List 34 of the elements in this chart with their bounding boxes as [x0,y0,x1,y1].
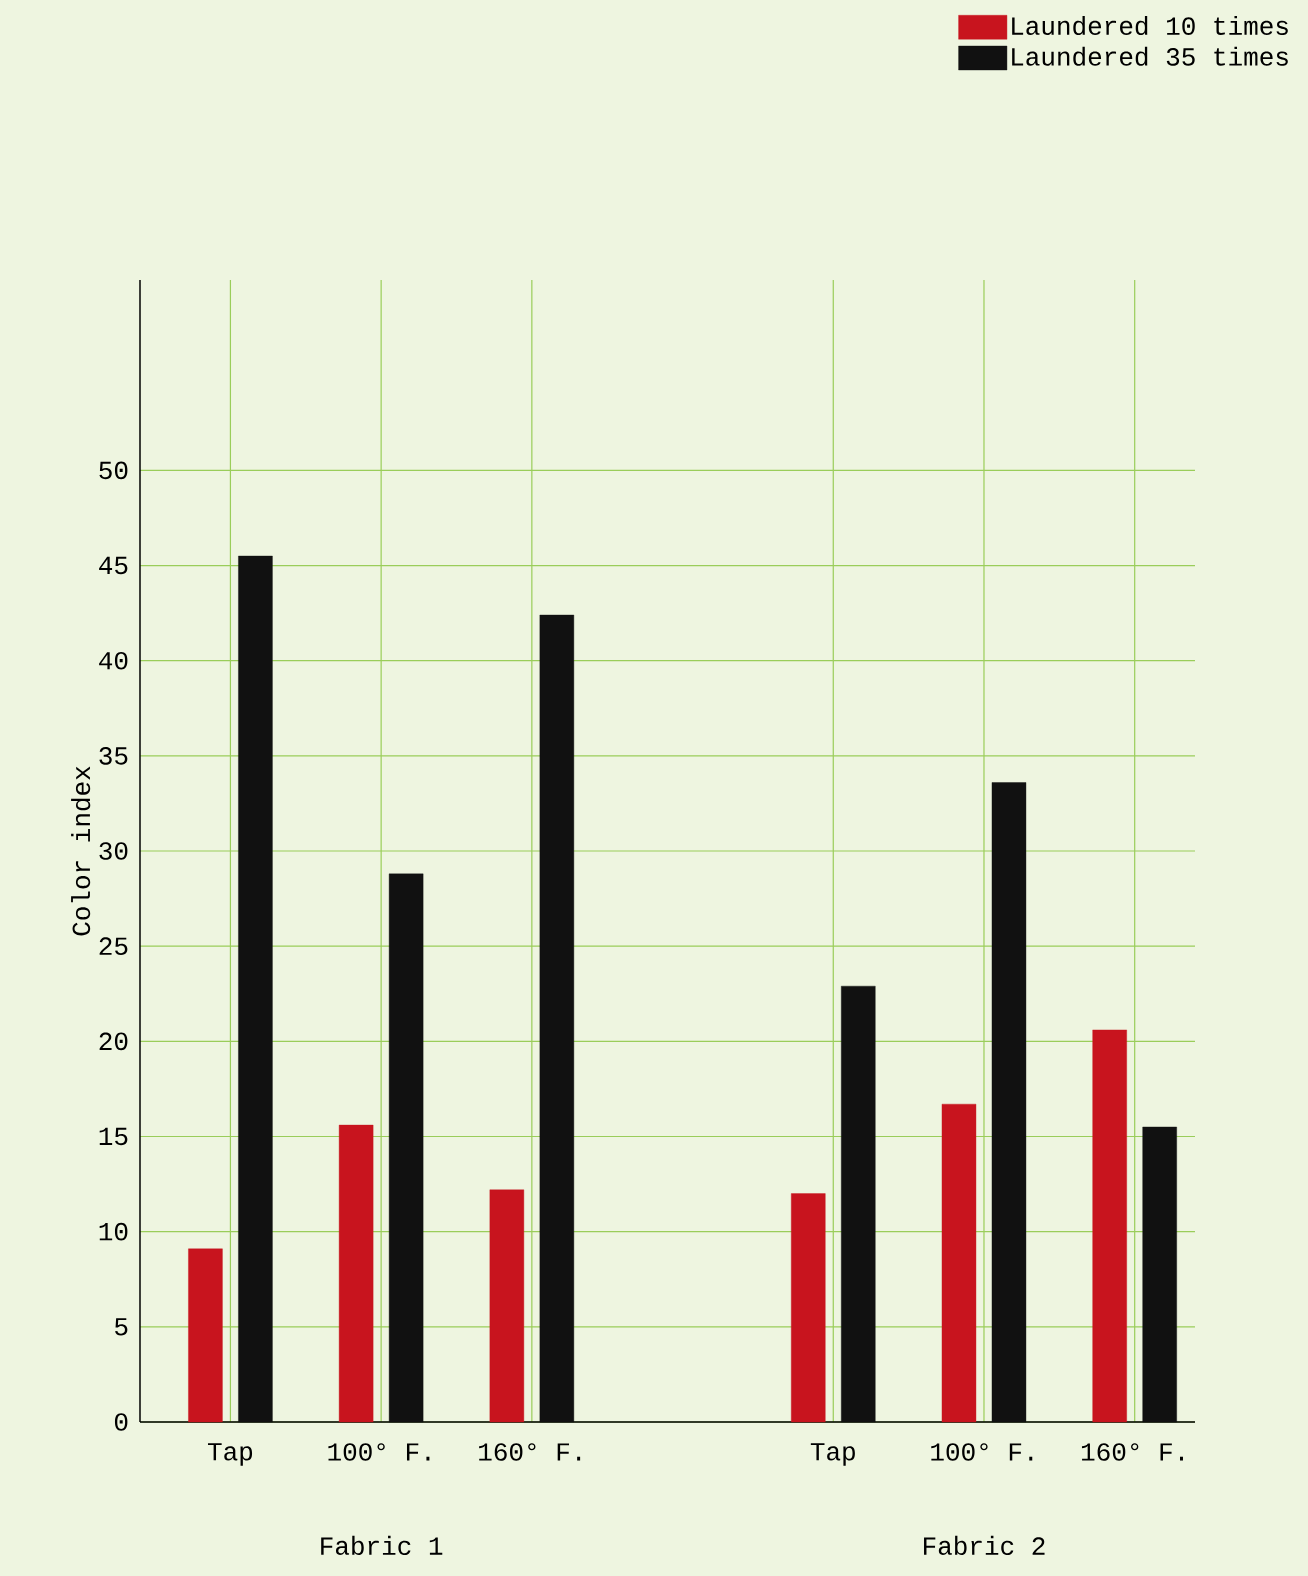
y-tick-label: 35 [99,747,128,765]
text: Fabric 2 [924,1535,1045,1555]
y-tick-label: 25 [99,937,128,956]
bar [791,1193,826,1423]
legend-label: Laundered 35 times [1012,46,1288,66]
x-tick-label: 160° F. [479,1443,581,1461]
y-tick-label: 20 [99,1032,128,1051]
y-tick-label: 30 [99,842,128,860]
legend-label: Laundered 10 times [1012,15,1288,36]
bar [338,1124,374,1423]
x-tick-label: Tap [207,1443,253,1466]
bar [238,555,273,1423]
y-axis-title: Color index [71,766,91,936]
y-tick-label: 40 [99,651,128,670]
y-tick-label: 15 [99,1127,128,1146]
y-tick-label: 45 [99,556,128,575]
x-tick-label: 100° F. [328,1443,430,1461]
bar [1092,1029,1127,1423]
y-tick-label: 5 [115,1318,128,1336]
y-tick-label: 0 [114,1413,128,1431]
y-tick-label: 50 [99,461,128,480]
x-tick-label: 160° F. [1081,1443,1183,1461]
bar [388,873,424,1423]
y-tick-label: 10 [99,1222,128,1241]
bar [941,1103,977,1423]
x-tick-label: Tap [810,1443,855,1466]
bar [489,1189,525,1423]
bar [188,1248,223,1423]
bar [841,985,876,1423]
bar [1142,1126,1177,1423]
text: Fabric 1 [321,1535,443,1555]
x-tick-label: 100° F. [931,1443,1033,1461]
bar [539,614,575,1423]
bar [991,782,1027,1423]
